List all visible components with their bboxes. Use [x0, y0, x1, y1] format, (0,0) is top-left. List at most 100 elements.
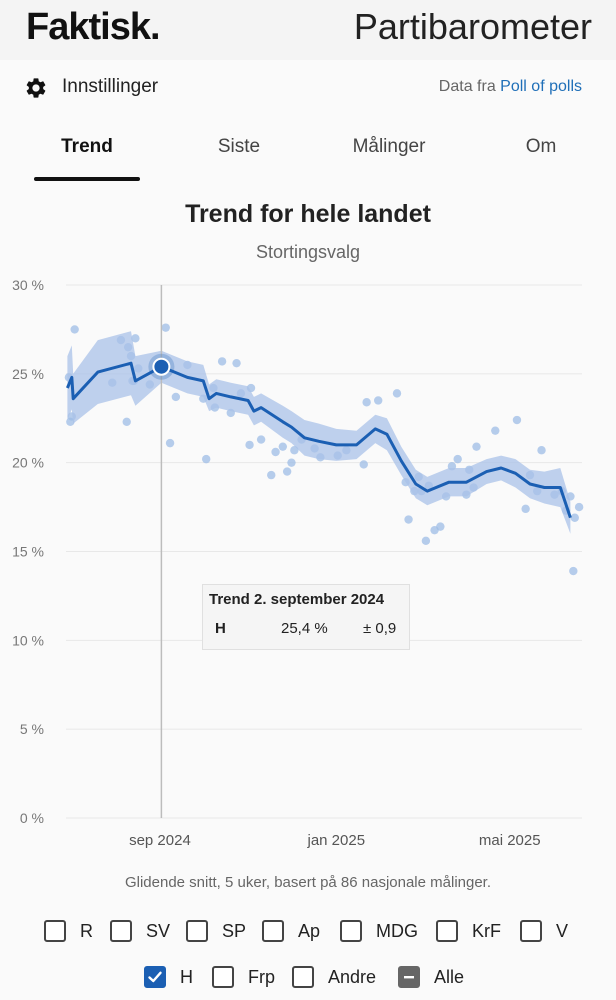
- party-checkbox-krf[interactable]: KrF: [436, 916, 501, 946]
- party-checkbox-ap[interactable]: Ap: [262, 916, 320, 946]
- checkbox-box-indeterminate[interactable]: [398, 966, 420, 988]
- x-tick-label: sep 2024: [129, 832, 191, 849]
- checkbox-label: Ap: [298, 920, 321, 941]
- poll-point: [491, 426, 500, 435]
- checkbox-box[interactable]: [292, 966, 314, 988]
- checkbox-box[interactable]: [262, 920, 284, 942]
- party-checkbox-andre[interactable]: Andre: [292, 962, 376, 992]
- poll-point: [537, 446, 546, 455]
- chart-caption: Glidende snitt, 5 uker, basert på 86 nas…: [124, 874, 492, 891]
- poll-point: [512, 415, 522, 425]
- checkbox-label: Andre: [328, 966, 377, 987]
- checkbox-label: H: [180, 966, 193, 987]
- faktisk-logo[interactable]: Faktisk.: [26, 6, 161, 48]
- poll-point: [290, 446, 299, 455]
- checkbox-box[interactable]: [436, 920, 458, 942]
- app-title: Partibarometer: [353, 6, 592, 47]
- party-checkbox-v[interactable]: V: [520, 916, 568, 946]
- y-tick-label: 20 %: [12, 455, 44, 471]
- poll-point: [436, 522, 445, 531]
- poll-point: [574, 502, 584, 512]
- checkmark-icon: [148, 971, 162, 983]
- checkbox-label: R: [80, 920, 93, 941]
- party-checkbox-mdg[interactable]: MDG: [340, 916, 418, 946]
- poll-point: [70, 325, 79, 334]
- party-checkbox-h[interactable]: H: [144, 962, 193, 992]
- poll-point: [122, 417, 131, 427]
- y-tick-label: 5 %: [20, 721, 44, 737]
- tooltip-title: Trend 2. september 2024: [209, 591, 385, 608]
- poll-point: [217, 357, 227, 366]
- tooltip-margin: ± 0,9: [363, 620, 397, 637]
- poll-point: [570, 513, 579, 522]
- checkbox-box[interactable]: [186, 920, 208, 942]
- party-checkbox-frp[interactable]: Frp: [212, 962, 275, 992]
- party-checkbox-sp[interactable]: SP: [186, 916, 246, 946]
- checkbox-box[interactable]: [44, 920, 66, 942]
- checkbox-label: SP: [222, 920, 247, 941]
- y-tick-label: 10 %: [12, 632, 44, 648]
- tab-siste[interactable]: Siste: [217, 136, 261, 157]
- x-tick-label: jan 2025: [307, 832, 366, 849]
- poll-point: [392, 389, 402, 398]
- y-tick-label: 15 %: [12, 544, 44, 560]
- poll-point: [282, 467, 292, 476]
- checkbox-label: V: [556, 920, 569, 941]
- y-tick-label: 30 %: [12, 277, 44, 293]
- checkbox-label: KrF: [472, 920, 501, 941]
- tooltip-party: H: [215, 620, 226, 637]
- poll-point: [453, 454, 462, 464]
- poll-point: [404, 515, 413, 524]
- trend-tooltip: Trend 2. september 2024 H 25,4 % ± 0,9: [202, 584, 410, 650]
- tab-trend[interactable]: Trend: [61, 136, 113, 157]
- poll-point: [287, 458, 296, 467]
- checkbox-box[interactable]: [212, 966, 234, 988]
- poll-point: [421, 536, 431, 546]
- poll-point: [569, 566, 578, 576]
- tab-bar: [0, 116, 616, 182]
- tooltip-value: 25,4 %: [281, 620, 328, 637]
- active-tab-indicator: [34, 177, 140, 181]
- poll-point: [521, 504, 530, 514]
- tab-malinger[interactable]: Målinger: [352, 136, 426, 157]
- checkbox-box[interactable]: [340, 920, 362, 942]
- party-checkbox-alle[interactable]: Alle: [398, 962, 464, 992]
- poll-point: [271, 447, 280, 457]
- poll-point: [374, 396, 383, 405]
- poll-point: [362, 398, 371, 407]
- checkbox-label: Frp: [248, 966, 275, 987]
- poll-point: [245, 440, 254, 450]
- chart-title: Trend for hele landet: [185, 200, 431, 228]
- poll-point: [256, 435, 266, 444]
- y-tick-label: 0 %: [20, 810, 44, 826]
- poll-point: [278, 442, 288, 451]
- settings-button[interactable]: Innstillinger: [62, 76, 159, 97]
- settings-row: [0, 60, 616, 116]
- poll-point: [165, 438, 175, 448]
- poll-point: [472, 442, 481, 451]
- poll-point: [161, 323, 170, 332]
- data-source-prefix: Data fra: [438, 78, 496, 95]
- checkbox-box-checked[interactable]: [144, 966, 166, 988]
- poll-point: [267, 470, 276, 480]
- poll-point: [131, 334, 140, 343]
- poll-point: [171, 392, 181, 402]
- trend-chart[interactable]: 30 % 25 % 20 % 15 % 10 % 5 % 0 % sep 2024 jan 2…: [0, 270, 616, 870]
- data-source: Data fra Poll of polls: [439, 78, 582, 96]
- checkbox-box[interactable]: [520, 920, 542, 942]
- party-checkbox-r[interactable]: R: [44, 916, 93, 946]
- tab-om[interactable]: Om: [525, 136, 557, 157]
- gear-icon[interactable]: [24, 76, 48, 100]
- trend-line-h: [66, 361, 572, 519]
- y-tick-label: 25 %: [12, 366, 44, 382]
- chart-subtitle: Stortingsvalg: [255, 242, 361, 262]
- highlight-point: [152, 357, 171, 376]
- poll-of-polls-link[interactable]: Poll of polls: [500, 78, 582, 95]
- checkbox-box[interactable]: [110, 920, 132, 942]
- poll-point: [359, 460, 368, 469]
- checkbox-label: Alle: [434, 966, 465, 987]
- poll-point: [232, 358, 241, 368]
- x-tick-label: mai 2025: [479, 832, 541, 849]
- checkbox-label: SV: [146, 920, 171, 941]
- party-checkbox-sv[interactable]: SV: [110, 916, 170, 946]
